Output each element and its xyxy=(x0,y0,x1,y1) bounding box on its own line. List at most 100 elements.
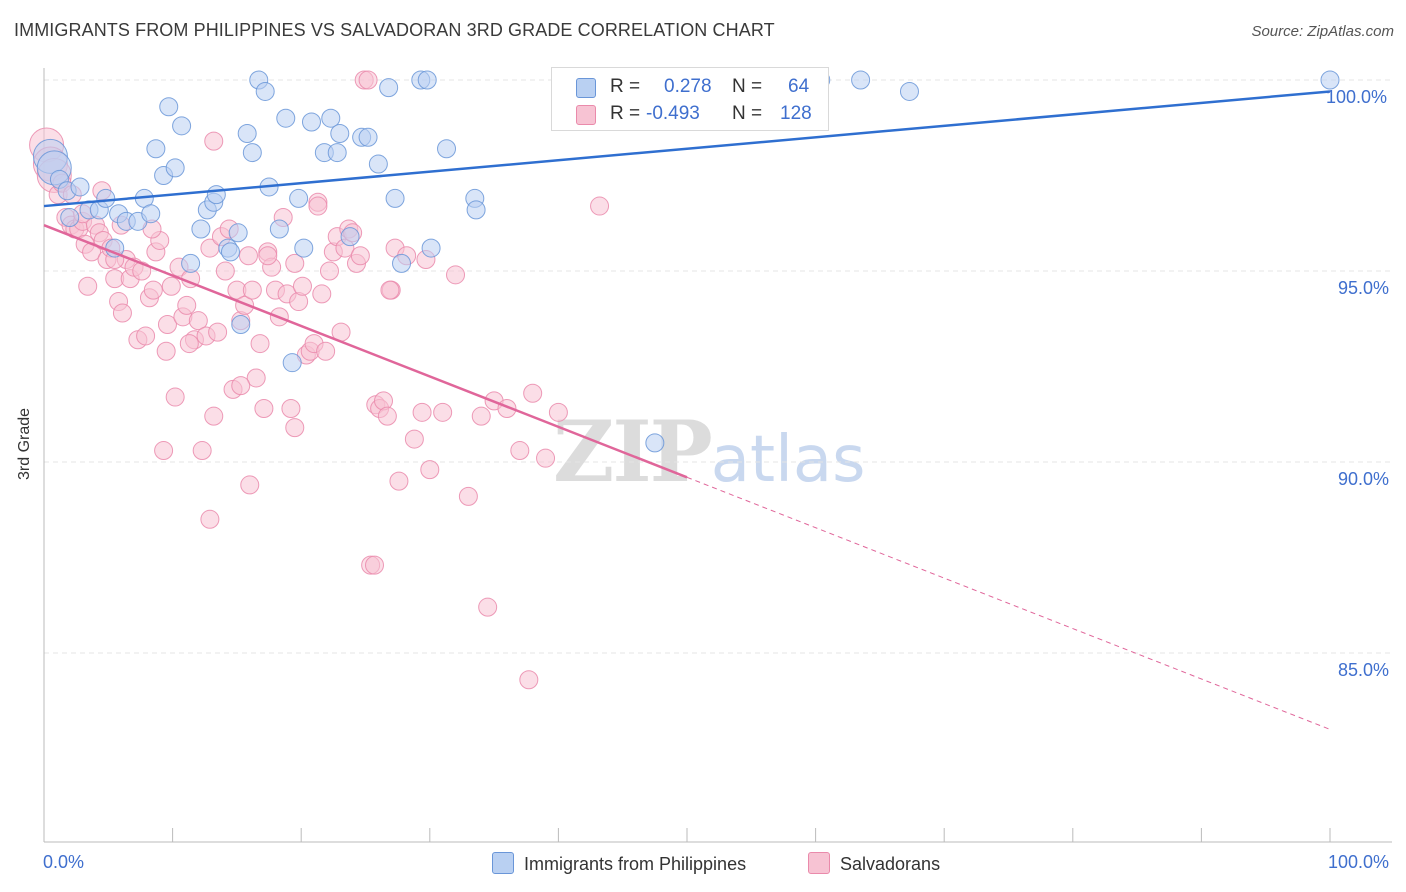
philippines-point xyxy=(231,314,251,334)
salvadoran-point xyxy=(590,196,610,216)
legend: R = 0.278 N = 64 R = -0.493 N = 128 xyxy=(551,67,829,131)
salvadoran-point xyxy=(404,429,424,449)
salvadoran-point xyxy=(161,276,181,296)
legend-row-salvadorans: R = -0.493 N = 128 xyxy=(552,101,828,129)
philippines-point xyxy=(220,242,240,262)
salvadoran-point xyxy=(156,341,176,361)
salvadoran-point xyxy=(112,303,132,323)
salvadoran-point xyxy=(433,402,453,422)
watermark-zip: ZIP xyxy=(553,402,713,501)
legend-r-label: R = xyxy=(610,103,641,124)
salvadoran-point xyxy=(250,334,270,354)
bottom-legend-label: Immigrants from Philippines xyxy=(524,854,747,874)
salvadoran-point xyxy=(204,131,224,151)
philippines-point xyxy=(379,78,399,98)
salvadoran-point xyxy=(412,402,432,422)
bottom-legend-philippines: Immigrants from Philippines xyxy=(492,852,746,875)
salvadoran-point xyxy=(200,509,220,529)
philippines-point xyxy=(282,353,302,373)
y-tick-100: 100.0% xyxy=(1326,87,1388,107)
salvadoran-point xyxy=(154,441,174,461)
salvadoran-point xyxy=(208,322,228,342)
x-tick-100: 100.0% xyxy=(1328,852,1390,872)
philippines-point xyxy=(392,253,412,273)
philippines-point xyxy=(237,123,257,143)
salvadoran-point xyxy=(254,399,274,419)
philippines-point xyxy=(255,81,275,101)
salvadoran-point xyxy=(510,441,530,461)
philippines-point xyxy=(269,219,289,239)
bottom-legend-label: Salvadorans xyxy=(840,854,941,874)
salvadoran-point xyxy=(157,314,177,334)
philippines-point xyxy=(228,223,248,243)
salvadoran-point xyxy=(238,246,258,266)
salvadoran-point xyxy=(246,368,266,388)
salvadoran-point xyxy=(389,471,409,491)
salvadoran-point xyxy=(188,311,208,331)
salvadoran-point xyxy=(471,406,491,426)
salvadoran-point xyxy=(285,418,305,438)
salvadoran-point xyxy=(523,383,543,403)
philippines-point xyxy=(421,238,441,258)
trend-line-extrapolated xyxy=(686,476,1331,730)
philippines-point xyxy=(368,154,388,174)
salvadoran-point xyxy=(192,441,212,461)
philippines-point xyxy=(60,208,80,228)
philippines-point xyxy=(242,143,262,163)
philippines-point xyxy=(327,143,347,163)
salvadoran-point xyxy=(365,555,385,575)
philippines-point xyxy=(165,158,185,178)
y-axis-label: 3rd Grade xyxy=(16,407,33,480)
philippines-point xyxy=(301,112,321,132)
salvadoran-point xyxy=(281,399,301,419)
salvadoran-point xyxy=(308,196,328,216)
y-tick-90: 90.0% xyxy=(1338,469,1390,489)
salvadoran-point xyxy=(358,70,378,90)
salvadoran-point xyxy=(519,670,539,690)
legend-n-value: 128 xyxy=(780,103,812,124)
legend-row-philippines: R = 0.278 N = 64 xyxy=(552,74,828,102)
salvadoran-point xyxy=(292,276,312,296)
salvadoran-point xyxy=(458,486,478,506)
salvadoran-point xyxy=(143,280,163,300)
salvadoran-point xyxy=(446,265,466,285)
salvadoran-point xyxy=(177,295,197,315)
salvadoran-point xyxy=(258,246,278,266)
legend-n-label: N = xyxy=(732,103,763,124)
salvadoran-point xyxy=(350,246,370,266)
salvadoran-point xyxy=(420,460,440,480)
philippines-point xyxy=(437,139,457,159)
philippines-point xyxy=(206,185,226,205)
chart-title: IMMIGRANTS FROM PHILIPPINES VS SALVADORA… xyxy=(14,20,775,40)
salvadoran-point xyxy=(165,387,185,407)
philippines-point xyxy=(70,177,90,197)
philippines-point xyxy=(289,188,309,208)
philippines-point xyxy=(159,97,179,117)
salvadoran-point xyxy=(285,253,305,273)
salvadoran-point xyxy=(204,406,224,426)
salvadoran-point xyxy=(380,280,400,300)
philippines-point xyxy=(358,127,378,147)
philippines-point xyxy=(340,227,360,247)
bottom-legend-swatch-blue xyxy=(492,852,514,874)
salvadoran-point xyxy=(377,406,397,426)
bottom-legend-swatch-pink xyxy=(808,852,830,874)
trend-line xyxy=(43,223,688,479)
watermark-atlas: atlas xyxy=(710,423,866,497)
bottom-legend-salvadorans: Salvadorans xyxy=(808,852,940,875)
philippines-point xyxy=(191,219,211,239)
salvadoran-point xyxy=(319,261,339,281)
legend-swatch-pink xyxy=(576,105,596,125)
philippines-point xyxy=(181,253,201,273)
legend-n-label: N = xyxy=(732,76,763,97)
source-label: Source: ZipAtlas.com xyxy=(1251,23,1394,40)
salvadoran-point xyxy=(78,276,98,296)
philippines-point xyxy=(466,200,486,220)
philippines-point xyxy=(172,116,192,136)
philippines-point xyxy=(146,139,166,159)
philippines-point xyxy=(385,188,405,208)
salvadoran-point xyxy=(478,597,498,617)
salvadoran-point xyxy=(536,448,556,468)
y-tick-95: 95.0% xyxy=(1338,278,1390,298)
